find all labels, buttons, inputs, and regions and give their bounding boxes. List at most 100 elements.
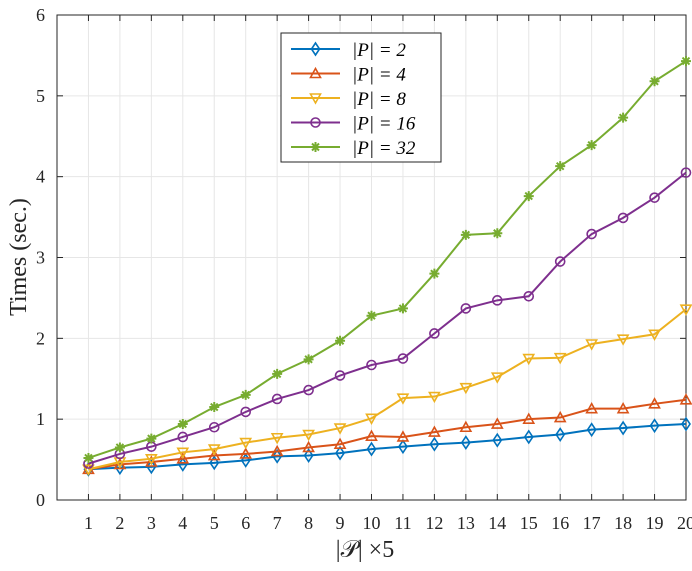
data-point-marker (523, 429, 534, 445)
x-tick-label: 20 (677, 513, 692, 533)
data-point-marker (553, 352, 567, 365)
data-point-marker (209, 402, 220, 413)
y-tick-label: 1 (36, 409, 45, 429)
data-point-marker (523, 290, 535, 302)
data-point-marker (309, 66, 322, 79)
data-point-marker (310, 117, 321, 128)
data-point-marker (82, 464, 95, 476)
data-point-marker (335, 335, 346, 346)
legend-entry: |P| = 16 (291, 114, 416, 135)
legend-entry: |P| = 2 (291, 40, 406, 61)
data-point-marker (586, 140, 597, 151)
data-point-marker (176, 452, 190, 464)
data-point-marker (240, 406, 251, 418)
y-tick-label: 5 (36, 86, 45, 106)
series-lines (82, 56, 692, 477)
series-line (88, 60, 687, 459)
data-point-marker (240, 389, 251, 400)
data-point-marker (271, 393, 283, 405)
data-point-marker (429, 436, 440, 452)
data-point-marker (239, 447, 253, 459)
y-tick-label: 6 (36, 5, 45, 25)
legend-label: |P| = 16 (352, 114, 416, 135)
data-point-marker (460, 229, 471, 240)
data-point-marker (429, 268, 440, 279)
data-point-marker (490, 417, 504, 429)
data-point-marker (460, 435, 471, 451)
data-point-marker (523, 191, 534, 202)
legend-label: |P| = 4 (352, 65, 406, 86)
data-point-marker (460, 303, 472, 314)
legend: |P| = 2 |P| = 4 |P| = 8 |P| = 16 |P| = 32 (280, 32, 442, 163)
data-point-marker (397, 439, 408, 455)
data-point-marker (209, 455, 220, 471)
series-line (88, 398, 687, 471)
data-point-marker (366, 441, 377, 457)
data-point-marker (397, 353, 409, 364)
series-group (83, 167, 692, 469)
data-point-marker (310, 41, 321, 57)
data-point-marker (83, 452, 94, 463)
data-point-marker (522, 353, 536, 366)
data-point-marker (681, 416, 691, 432)
series-line (88, 308, 687, 471)
data-point-marker (396, 430, 410, 442)
data-point-marker (303, 384, 314, 396)
legend-label: |P| = 8 (352, 89, 406, 110)
data-point-marker (302, 440, 315, 453)
data-point-marker (618, 420, 629, 436)
data-point-marker (586, 422, 597, 438)
data-point-marker (239, 437, 253, 450)
data-point-marker (146, 459, 157, 475)
data-point-marker (303, 354, 314, 365)
legend-entry: |P| = 8 (291, 89, 406, 110)
series-group (82, 304, 692, 476)
series-group (82, 393, 692, 475)
data-point-marker (177, 419, 188, 430)
data-point-marker (616, 334, 630, 346)
data-point-marker (396, 393, 410, 405)
data-point-marker (586, 228, 597, 240)
data-point-marker (144, 455, 158, 467)
data-point-marker (649, 192, 660, 203)
data-point-marker (270, 444, 284, 457)
data-point-marker (207, 448, 221, 461)
data-point-marker (270, 432, 284, 445)
y-tick-label: 2 (36, 328, 45, 348)
data-point-marker (522, 412, 536, 424)
data-point-marker (333, 423, 347, 435)
data-point-marker (680, 167, 692, 178)
data-point-marker (649, 76, 660, 87)
data-point-marker (207, 444, 221, 456)
x-tick-label: 1 (84, 513, 93, 533)
data-point-marker (397, 303, 408, 314)
x-tick-label: 17 (583, 513, 601, 533)
data-point-marker (144, 453, 158, 466)
x-tick-label: 16 (551, 513, 569, 533)
data-point-marker (555, 427, 566, 442)
data-point-marker (492, 432, 503, 448)
x-tick-label: 6 (241, 513, 250, 533)
x-tick-label: 11 (394, 513, 411, 533)
data-point-marker (366, 310, 377, 321)
series-line (88, 423, 687, 471)
data-point-marker (648, 329, 661, 341)
data-point-marker (459, 420, 473, 433)
x-tick-label: 5 (210, 513, 219, 533)
data-point-marker (335, 445, 346, 461)
series-group (83, 56, 691, 463)
x-tick-label: 8 (304, 513, 313, 533)
data-point-marker (334, 370, 346, 381)
data-point-marker (553, 410, 567, 423)
data-point-marker (679, 304, 692, 316)
legend-entry: |P| = 32 (291, 138, 416, 159)
data-point-marker (490, 372, 504, 384)
series-line (88, 171, 687, 465)
legend-entry: |P| = 4 (291, 65, 406, 86)
data-point-marker (365, 429, 378, 441)
data-point-marker (302, 429, 315, 442)
data-point-marker (176, 447, 190, 459)
x-tick-label: 4 (178, 513, 187, 533)
data-point-marker (679, 393, 692, 405)
